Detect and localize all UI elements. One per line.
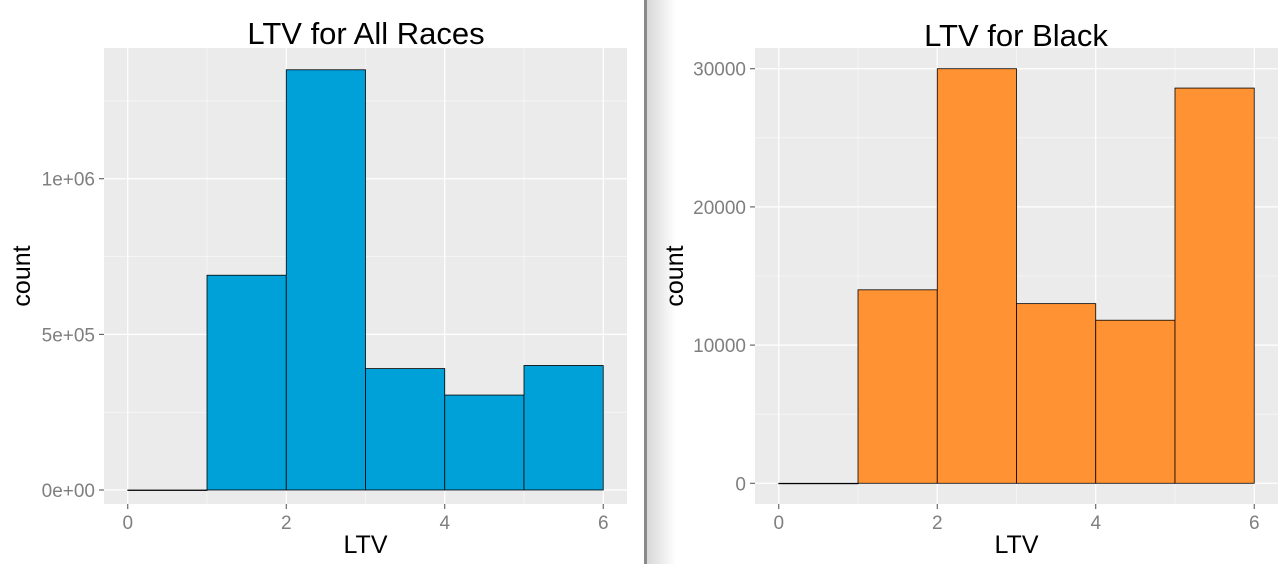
y-tick-label: 0e+00 bbox=[42, 481, 95, 502]
y-tick-label: 20000 bbox=[693, 198, 746, 219]
histogram-bar bbox=[365, 368, 446, 491]
y-tick-label: 5e+05 bbox=[42, 325, 95, 346]
y-axis-label: count bbox=[661, 245, 689, 306]
x-tick-label: 0 bbox=[773, 513, 784, 534]
y-tick-label: 30000 bbox=[693, 60, 746, 81]
x-tick-label: 6 bbox=[598, 513, 609, 534]
histogram-bar bbox=[1016, 303, 1097, 484]
y-tick-label: 0 bbox=[735, 474, 746, 495]
y-tick-label: 10000 bbox=[693, 336, 746, 357]
x-axis-label: LTV bbox=[995, 531, 1039, 559]
chart-panel-1: 0 2 4 6 0e+00 5e+05 1e+06 LTV for All Races LTV c… bbox=[8, 16, 627, 559]
histogram-bar bbox=[1095, 319, 1176, 484]
x-tick-label: 2 bbox=[281, 513, 292, 534]
histogram-bar bbox=[936, 68, 1017, 484]
x-tick-label: 2 bbox=[932, 513, 943, 534]
histogram-bar bbox=[127, 489, 208, 491]
histogram-bar bbox=[444, 394, 525, 491]
x-axis-label: LTV bbox=[344, 531, 388, 559]
chart-panel-2: 0 2 4 6 0 10000 20000 30000 LTV for Black LTV coun… bbox=[661, 18, 1278, 559]
histogram-bar bbox=[206, 274, 287, 491]
x-tick-label: 6 bbox=[1249, 513, 1260, 534]
panel-divider-shadow bbox=[646, 0, 676, 564]
x-tick-label: 0 bbox=[122, 513, 133, 534]
y-axis-label: count bbox=[8, 245, 36, 306]
histogram-bar bbox=[523, 365, 604, 491]
y-tick-label: 1e+06 bbox=[42, 170, 95, 191]
chart-title: LTV for Black bbox=[924, 18, 1108, 53]
histogram-bar bbox=[285, 69, 366, 491]
histogram-bar bbox=[778, 482, 859, 485]
histogram-bar bbox=[1174, 87, 1255, 484]
x-tick-label: 4 bbox=[1090, 513, 1101, 534]
histogram-bar bbox=[857, 289, 938, 484]
panel-divider bbox=[644, 0, 647, 564]
chart-title: LTV for All Races bbox=[247, 16, 484, 51]
x-tick-label: 4 bbox=[439, 513, 450, 534]
